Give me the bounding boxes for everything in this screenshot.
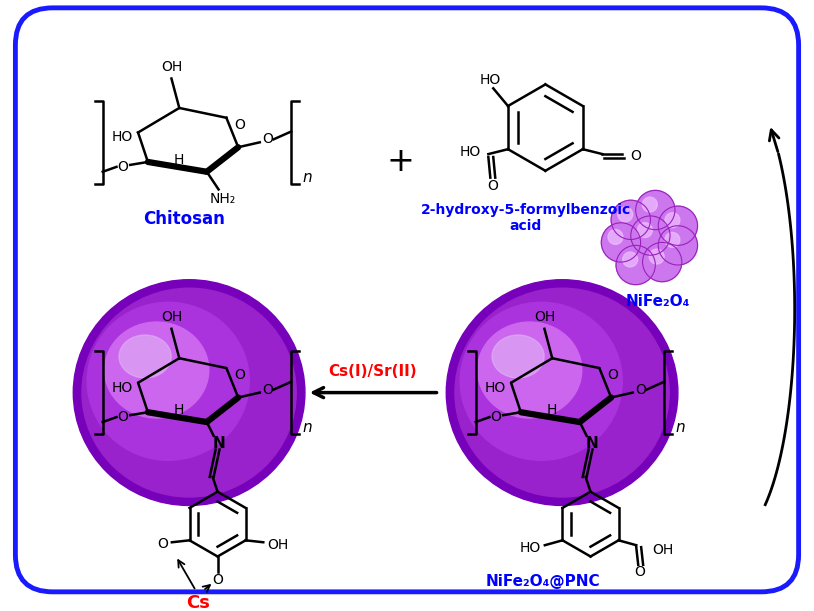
Text: OH: OH <box>161 310 182 324</box>
Circle shape <box>602 223 641 262</box>
Text: n: n <box>303 170 313 185</box>
Circle shape <box>611 200 650 240</box>
Text: O: O <box>117 410 128 424</box>
Ellipse shape <box>87 302 249 460</box>
Text: Cs: Cs <box>186 594 210 611</box>
Text: N: N <box>585 436 598 451</box>
Text: O: O <box>487 178 497 192</box>
Circle shape <box>642 243 682 282</box>
Text: OH: OH <box>534 310 555 324</box>
Ellipse shape <box>82 288 296 497</box>
Text: HO: HO <box>485 381 506 395</box>
Text: n: n <box>676 420 685 435</box>
Text: NiFe₂O₄@PNC: NiFe₂O₄@PNC <box>485 574 600 588</box>
Circle shape <box>631 216 670 255</box>
Ellipse shape <box>478 322 582 418</box>
Text: n: n <box>303 420 313 435</box>
Circle shape <box>650 249 664 264</box>
Text: N: N <box>212 436 225 451</box>
Text: O: O <box>630 149 641 163</box>
Ellipse shape <box>119 335 171 378</box>
Text: HO: HO <box>112 381 133 395</box>
Ellipse shape <box>455 288 669 497</box>
FancyBboxPatch shape <box>15 8 799 592</box>
Text: O: O <box>234 368 246 382</box>
Text: OH: OH <box>267 538 288 552</box>
Ellipse shape <box>73 280 305 505</box>
Circle shape <box>636 191 675 230</box>
Text: OH: OH <box>652 543 673 557</box>
Text: H: H <box>174 153 185 167</box>
Text: O: O <box>234 118 246 131</box>
Text: HO: HO <box>479 73 501 87</box>
Circle shape <box>665 213 680 228</box>
Ellipse shape <box>492 335 544 378</box>
Circle shape <box>659 206 698 246</box>
Text: O: O <box>157 537 168 551</box>
Circle shape <box>623 252 637 267</box>
Text: O: O <box>262 133 273 147</box>
Ellipse shape <box>460 302 622 460</box>
Circle shape <box>608 230 623 244</box>
Ellipse shape <box>104 322 209 418</box>
Circle shape <box>616 246 655 285</box>
Text: O: O <box>262 382 273 397</box>
Text: O: O <box>635 382 646 397</box>
Circle shape <box>665 232 680 247</box>
Text: HO: HO <box>459 145 480 159</box>
Text: O: O <box>117 160 128 174</box>
Text: HO: HO <box>112 130 133 144</box>
Text: NH₂: NH₂ <box>209 192 235 207</box>
Text: HO: HO <box>519 541 540 555</box>
Text: O: O <box>212 573 223 587</box>
Text: O: O <box>490 410 501 424</box>
Ellipse shape <box>446 280 678 505</box>
Text: H: H <box>547 403 558 417</box>
Circle shape <box>618 207 632 222</box>
Text: +: + <box>386 145 414 178</box>
Text: Chitosan: Chitosan <box>143 210 225 228</box>
Text: O: O <box>608 368 619 382</box>
Text: H: H <box>174 403 185 417</box>
Text: OH: OH <box>161 60 182 74</box>
Circle shape <box>642 197 657 212</box>
Text: O: O <box>635 565 646 579</box>
Text: Cs(I)/Sr(II): Cs(I)/Sr(II) <box>328 364 417 378</box>
Circle shape <box>659 225 698 265</box>
Circle shape <box>637 222 652 238</box>
Text: 2-hydroxy-5-formylbenzoic
acid: 2-hydroxy-5-formylbenzoic acid <box>421 203 631 233</box>
Text: NiFe₂O₄: NiFe₂O₄ <box>626 294 690 309</box>
